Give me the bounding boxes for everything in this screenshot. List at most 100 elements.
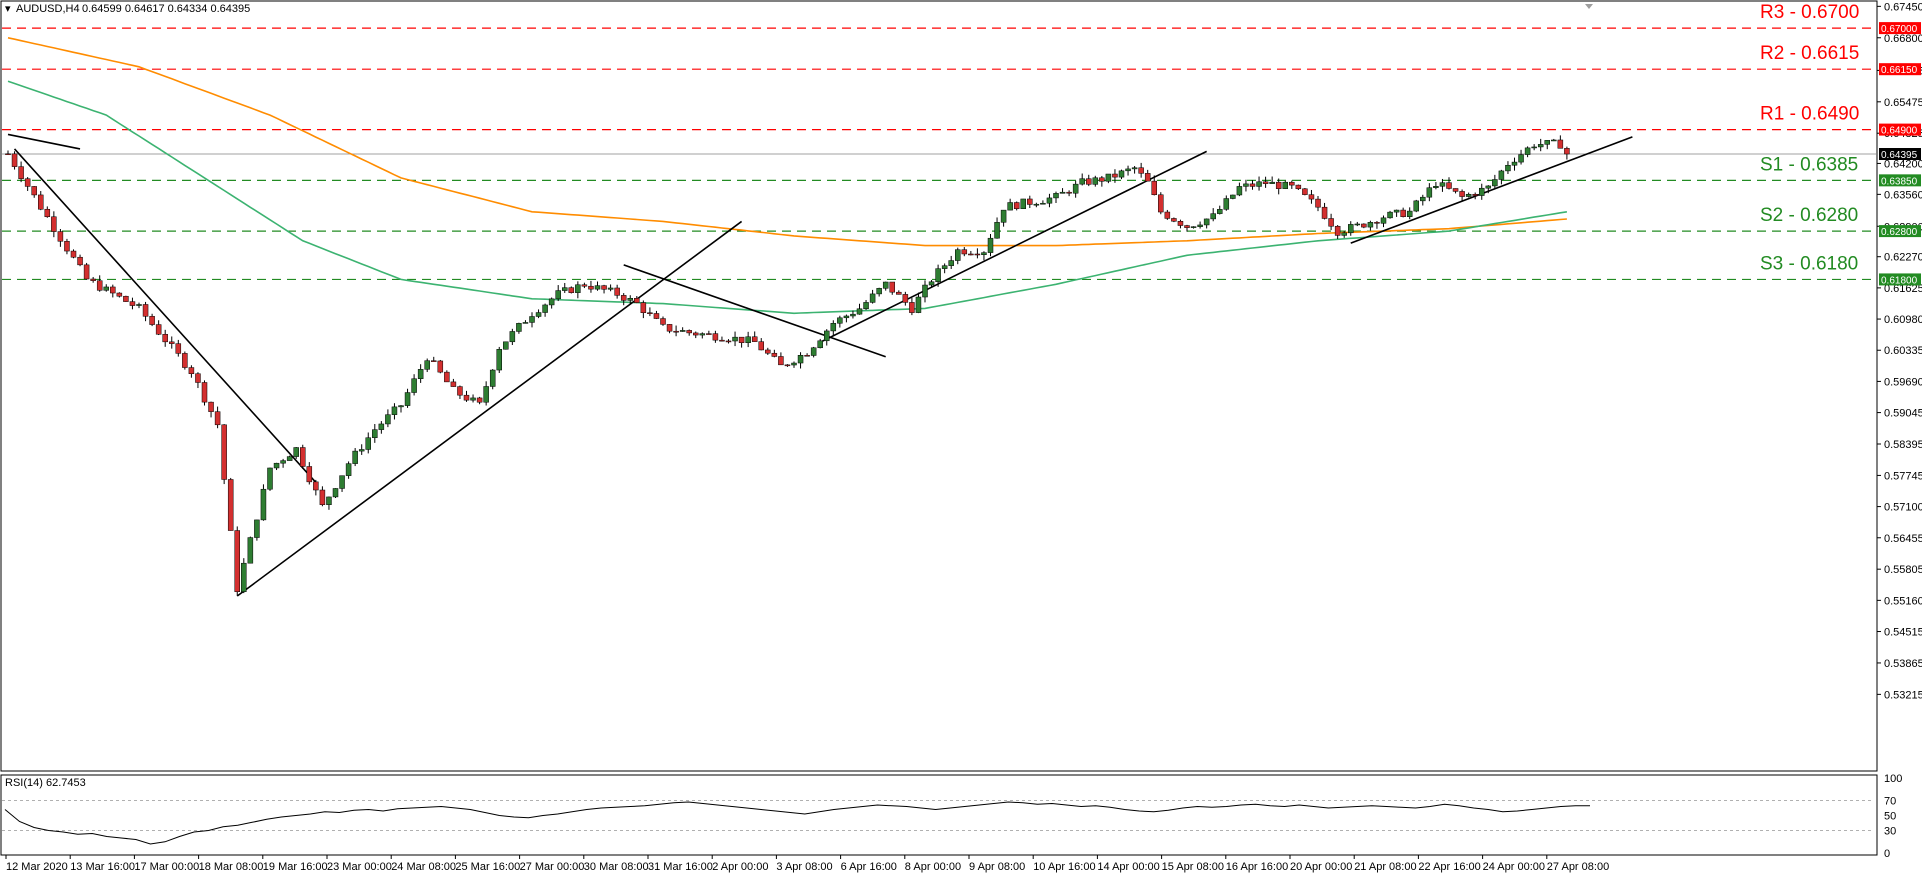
candle-body bbox=[162, 334, 168, 343]
candle-body bbox=[136, 304, 142, 306]
candle-body bbox=[1151, 180, 1157, 196]
level-price-tag bbox=[1879, 22, 1921, 35]
candle-body bbox=[332, 488, 339, 498]
trendline bbox=[1350, 136, 1633, 244]
candle-body bbox=[31, 186, 37, 196]
candle-body bbox=[326, 496, 332, 505]
x-tick-label: 2 Apr 00:00 bbox=[712, 861, 768, 873]
candle-body bbox=[496, 349, 502, 371]
candle-body bbox=[719, 339, 725, 342]
candle-body bbox=[1027, 198, 1033, 205]
candle-body bbox=[1000, 209, 1007, 223]
candle-body bbox=[1433, 186, 1439, 188]
candle-body bbox=[483, 386, 489, 403]
candle-body bbox=[1341, 232, 1347, 236]
candle-body bbox=[994, 222, 1000, 239]
candle-body bbox=[1321, 206, 1328, 219]
price-axis: 0.674500.668000.661250.654750.648250.642… bbox=[1877, 1, 1922, 701]
candle-body bbox=[201, 382, 208, 403]
x-tick-label: 25 Mar 16:00 bbox=[455, 861, 520, 873]
candle-body bbox=[863, 302, 869, 310]
x-tick-label: 30 Mar 08:00 bbox=[584, 861, 649, 873]
candle-body bbox=[306, 466, 313, 483]
candle-body bbox=[535, 312, 542, 317]
candle-body bbox=[784, 364, 791, 367]
shift-marker-icon[interactable] bbox=[1585, 4, 1593, 9]
candle-body bbox=[1564, 148, 1570, 155]
candle-body bbox=[850, 313, 856, 317]
x-tick-label: 13 Mar 16:00 bbox=[70, 861, 135, 873]
candle-body bbox=[981, 252, 987, 255]
candle-body bbox=[1053, 193, 1059, 199]
candle-body bbox=[345, 463, 352, 476]
candle-body bbox=[1249, 183, 1256, 187]
main-panel bbox=[0, 0, 1878, 772]
candle-body bbox=[1537, 144, 1544, 148]
candle-body bbox=[450, 381, 457, 387]
level-price-tag bbox=[1879, 174, 1921, 187]
candle-body bbox=[1086, 178, 1092, 185]
level-price-tag bbox=[1879, 225, 1921, 238]
candle-body bbox=[1524, 147, 1531, 155]
x-tick-label: 12 Mar 2020 bbox=[6, 861, 68, 873]
candle-body bbox=[1328, 218, 1334, 227]
candle-body bbox=[378, 423, 385, 430]
candle-body bbox=[673, 330, 679, 333]
rsi-tick-label: 0 bbox=[1884, 848, 1890, 860]
candle-body bbox=[725, 340, 732, 343]
candle-body bbox=[928, 281, 935, 286]
trendline bbox=[623, 264, 886, 358]
candle-body bbox=[1033, 203, 1040, 206]
ma-orange-line bbox=[7, 37, 1567, 247]
y-tick-label: 0.61625 bbox=[1884, 283, 1922, 295]
candle-body bbox=[90, 278, 96, 281]
candle-body bbox=[424, 360, 430, 370]
rsi-tick-label: 50 bbox=[1884, 811, 1896, 823]
y-tick-label: 0.59690 bbox=[1884, 376, 1922, 388]
candle-body bbox=[542, 304, 548, 313]
candle-body bbox=[660, 318, 666, 325]
level-label: R1 - 0.6490 bbox=[1760, 104, 1859, 125]
trendlines bbox=[7, 133, 1633, 597]
candle-body bbox=[522, 322, 529, 324]
candle-body bbox=[1164, 211, 1171, 219]
candle-body bbox=[385, 414, 391, 425]
candle-body bbox=[1367, 222, 1374, 228]
candle-body bbox=[1105, 173, 1112, 182]
x-tick-label: 27 Apr 08:00 bbox=[1547, 861, 1609, 873]
candle-body bbox=[1013, 202, 1020, 209]
candle-body bbox=[1066, 191, 1072, 194]
candle-body bbox=[699, 333, 706, 336]
candle-body bbox=[1485, 185, 1492, 189]
candle-body bbox=[1099, 177, 1105, 182]
candle-body bbox=[18, 166, 24, 179]
candle-body bbox=[516, 323, 522, 332]
candle-body bbox=[1256, 181, 1262, 187]
candle-body bbox=[142, 304, 149, 317]
candle-body bbox=[195, 373, 201, 383]
candle-body bbox=[791, 362, 797, 366]
y-tick-label: 0.63560 bbox=[1884, 189, 1922, 201]
candle-body bbox=[444, 371, 450, 383]
candle-body bbox=[1446, 182, 1452, 189]
candle-body bbox=[824, 330, 830, 342]
y-tick-label: 0.55805 bbox=[1884, 564, 1922, 576]
candle-body bbox=[476, 397, 483, 403]
candle-body bbox=[1452, 188, 1459, 192]
candle-body bbox=[1275, 181, 1282, 189]
x-tick-label: 20 Apr 00:00 bbox=[1290, 861, 1352, 873]
candle-body bbox=[693, 332, 699, 336]
candle-body bbox=[1020, 198, 1026, 209]
candle-body bbox=[1138, 167, 1144, 174]
candle-body bbox=[1079, 178, 1085, 185]
y-tick-label: 0.56455 bbox=[1884, 533, 1922, 545]
candle-body bbox=[1505, 164, 1511, 172]
candle-body bbox=[771, 352, 778, 357]
candle-body bbox=[372, 429, 378, 438]
candle-body bbox=[810, 347, 817, 356]
candle-body bbox=[837, 317, 843, 324]
candle-body bbox=[1354, 223, 1361, 226]
candle-body bbox=[1426, 187, 1433, 198]
candle-body bbox=[1144, 173, 1151, 182]
